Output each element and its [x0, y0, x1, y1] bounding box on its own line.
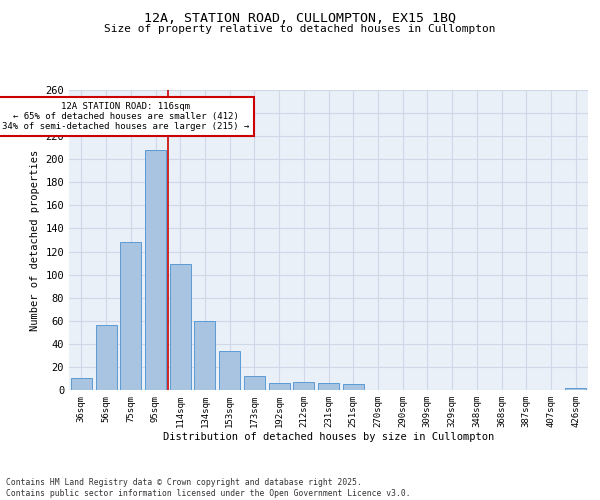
Bar [244, 376, 265, 390]
Text: 12A STATION ROAD: 116sqm
← 65% of detached houses are smaller (412)
34% of semi-: 12A STATION ROAD: 116sqm ← 65% of detach… [2, 102, 250, 132]
Bar [194, 321, 215, 390]
Bar [293, 382, 314, 390]
Bar [343, 384, 364, 390]
Bar [219, 351, 240, 390]
Y-axis label: Number of detached properties: Number of detached properties [30, 150, 40, 330]
Bar [71, 378, 92, 390]
Text: Contains HM Land Registry data © Crown copyright and database right 2025.
Contai: Contains HM Land Registry data © Crown c… [6, 478, 410, 498]
Bar [170, 264, 191, 390]
Text: 12A, STATION ROAD, CULLOMPTON, EX15 1BQ: 12A, STATION ROAD, CULLOMPTON, EX15 1BQ [144, 12, 456, 26]
Bar [565, 388, 586, 390]
Text: Distribution of detached houses by size in Cullompton: Distribution of detached houses by size … [163, 432, 494, 442]
Bar [269, 383, 290, 390]
Text: Size of property relative to detached houses in Cullompton: Size of property relative to detached ho… [104, 24, 496, 34]
Bar [145, 150, 166, 390]
Bar [318, 383, 339, 390]
Bar [95, 326, 116, 390]
Bar [120, 242, 141, 390]
